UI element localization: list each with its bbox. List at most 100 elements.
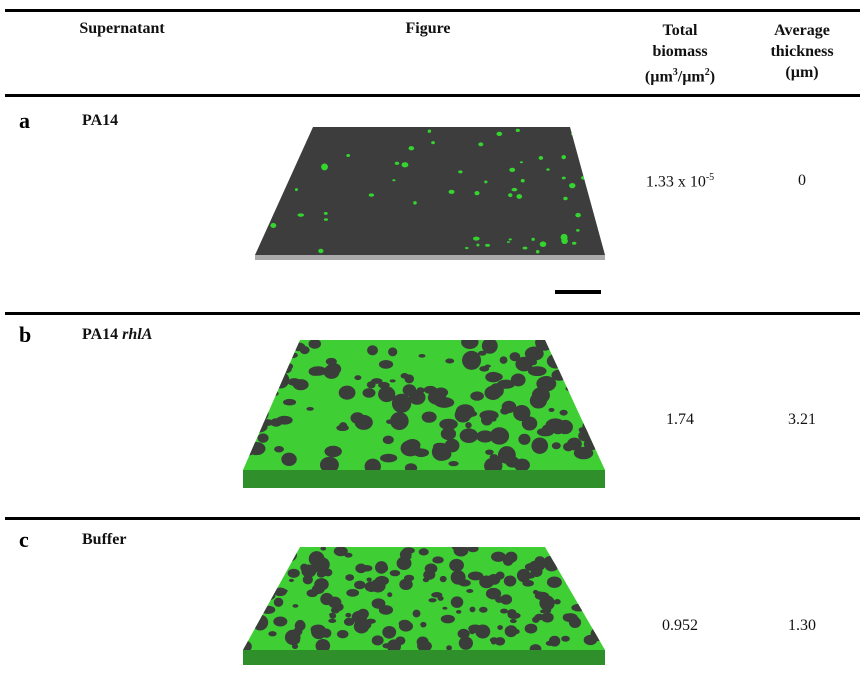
texture-spot	[267, 375, 282, 385]
page: Supernatant Figure Total biomass (µm3/µm…	[0, 0, 861, 684]
texture-spot	[346, 589, 359, 597]
texture-spot	[328, 597, 341, 609]
texture-spot	[561, 155, 565, 159]
texture-spot	[563, 442, 574, 451]
texture-spot	[339, 422, 348, 430]
texture-spot	[309, 367, 321, 376]
texture-spot	[491, 373, 503, 381]
texture-spot	[583, 373, 603, 383]
texture-spot	[595, 569, 609, 577]
texture-spot	[328, 619, 336, 623]
texture-spot	[248, 421, 268, 433]
texture-spot	[282, 589, 288, 592]
texture-spot	[326, 358, 337, 365]
texture-spot	[380, 454, 397, 463]
texture-spot	[594, 631, 601, 638]
texture-spot	[419, 354, 426, 358]
texture-spot	[401, 440, 421, 456]
texture-spot	[275, 547, 289, 554]
texture-spot	[574, 447, 593, 459]
texture-spot	[497, 380, 515, 389]
texture-spot	[238, 354, 250, 360]
texture-spot	[280, 178, 284, 180]
texture-spot	[268, 631, 276, 636]
texture-spot	[582, 405, 596, 418]
texture-spot	[497, 625, 503, 630]
texture-spot	[565, 386, 576, 392]
texture-spot	[508, 612, 521, 618]
texture-spot	[508, 193, 512, 197]
texture-spot	[493, 437, 503, 443]
texture-spot	[321, 163, 328, 170]
texture-spot	[572, 242, 576, 245]
texture-spot	[381, 364, 387, 368]
texture-spot	[386, 420, 393, 424]
texture-spot	[521, 179, 525, 182]
texture-spot	[354, 619, 369, 633]
texture-spot	[404, 575, 414, 582]
image-c	[238, 544, 609, 665]
texture-spot	[346, 154, 350, 157]
texture-spot	[390, 570, 400, 576]
texture-spot	[390, 412, 409, 430]
texture-spot	[537, 428, 554, 437]
texture-spot	[318, 249, 323, 253]
texture-spot	[562, 177, 566, 180]
texture-spot	[281, 453, 296, 466]
texture-spot	[413, 201, 417, 204]
texture-spot	[458, 629, 470, 639]
texture-spot	[547, 354, 565, 369]
texture-spot	[281, 140, 284, 142]
texture-spot	[425, 564, 438, 574]
texture-spot	[504, 576, 517, 587]
texture-spot	[588, 355, 601, 366]
texture-spot	[560, 410, 568, 416]
texture-spot	[510, 619, 517, 623]
image-a	[253, 126, 606, 260]
texture-spot	[591, 627, 606, 641]
texture-spot	[571, 604, 586, 612]
texture-spot	[420, 551, 425, 555]
texture-spot	[539, 156, 543, 160]
texture-spot	[552, 442, 561, 449]
texture-spot	[354, 375, 361, 380]
texture-spot	[274, 598, 283, 607]
texture-spot	[387, 592, 392, 597]
texture-spot	[516, 194, 522, 199]
texture-spot	[329, 613, 336, 619]
texture-spot	[585, 345, 592, 349]
texture-spot	[458, 170, 462, 173]
surface	[255, 127, 605, 255]
texture-spot	[600, 179, 606, 184]
texture-spot	[314, 557, 330, 572]
texture-spot	[441, 615, 455, 624]
texture-spot	[598, 632, 603, 636]
texture-spot	[371, 378, 382, 384]
texture-spot	[243, 366, 250, 371]
texture-spot	[451, 596, 464, 607]
texture-spot	[445, 358, 454, 363]
texture-spot	[240, 599, 246, 603]
texture-spot	[250, 606, 258, 611]
texture-spot	[324, 446, 341, 457]
texture-spot	[500, 609, 508, 614]
texture-spot	[595, 564, 603, 571]
texture-spot	[479, 607, 488, 613]
texture-spot	[281, 548, 297, 561]
texture-spot	[533, 590, 538, 595]
texture-spot	[289, 579, 294, 582]
texture-spot	[382, 643, 391, 648]
texture-spot	[269, 552, 279, 561]
texture-spot	[448, 461, 458, 466]
texture-spot	[591, 587, 601, 592]
texture-spot	[560, 557, 568, 564]
texture-spot	[576, 229, 579, 232]
texture-spot	[288, 569, 300, 578]
texture-spot	[402, 162, 409, 167]
texture-spot	[561, 234, 568, 241]
texture-spot	[574, 585, 581, 590]
texture-spot	[437, 596, 443, 601]
texture-spot	[400, 549, 412, 560]
texture-spot	[534, 614, 544, 621]
texture-spot	[485, 449, 494, 454]
